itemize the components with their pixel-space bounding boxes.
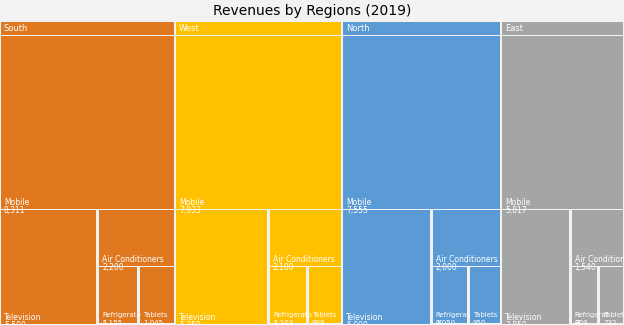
Text: Television: Television xyxy=(505,313,543,322)
Text: Television: Television xyxy=(4,313,41,322)
Text: South: South xyxy=(4,24,28,33)
Text: 2,200: 2,200 xyxy=(102,263,124,272)
Bar xyxy=(270,267,306,323)
Bar xyxy=(502,210,568,324)
Text: 5,500: 5,500 xyxy=(4,321,26,325)
Bar xyxy=(502,36,623,209)
Text: Tablets: Tablets xyxy=(603,312,624,318)
Text: North: North xyxy=(346,24,370,33)
Text: 5,000: 5,000 xyxy=(346,321,368,325)
Bar xyxy=(600,267,623,323)
Text: Tablets: Tablets xyxy=(473,312,497,318)
Text: 1,540: 1,540 xyxy=(575,263,597,272)
Text: 3,850: 3,850 xyxy=(505,321,527,325)
Text: Tablets: Tablets xyxy=(312,312,336,318)
Bar xyxy=(99,210,174,266)
Bar xyxy=(1,22,174,35)
Bar xyxy=(432,210,500,266)
Text: Television: Television xyxy=(179,313,217,322)
Text: 2,000: 2,000 xyxy=(436,263,457,272)
Bar xyxy=(343,36,500,209)
Text: Refrigerat
or: Refrigerat or xyxy=(575,312,609,325)
Text: Television: Television xyxy=(346,313,384,322)
Bar xyxy=(343,210,430,324)
Text: Mobile: Mobile xyxy=(346,198,371,207)
Bar xyxy=(309,267,341,323)
Text: Mobile: Mobile xyxy=(4,198,29,207)
Text: 7,555: 7,555 xyxy=(346,206,368,215)
Text: Refrigerato
r: Refrigerato r xyxy=(273,312,312,325)
Text: 2,100: 2,100 xyxy=(273,263,295,272)
Bar xyxy=(176,22,341,35)
Bar xyxy=(572,267,597,323)
Bar xyxy=(572,210,623,266)
Text: 5,250: 5,250 xyxy=(179,321,201,325)
Text: Air Conditioners: Air Conditioners xyxy=(436,255,497,264)
Bar xyxy=(1,210,96,324)
Bar xyxy=(99,267,137,323)
Text: Revenues by Regions (2019): Revenues by Regions (2019) xyxy=(213,4,411,18)
Bar xyxy=(1,36,174,209)
Text: 7,933: 7,933 xyxy=(179,206,201,215)
Text: 1,103: 1,103 xyxy=(273,320,293,325)
Text: 732: 732 xyxy=(603,320,617,325)
Text: Refrigerat
or: Refrigerat or xyxy=(436,312,470,325)
Bar xyxy=(270,210,341,266)
Text: 1,155: 1,155 xyxy=(102,320,122,325)
Text: 1,050: 1,050 xyxy=(436,320,456,325)
Bar xyxy=(176,36,341,209)
Text: Tablets: Tablets xyxy=(143,312,167,318)
Text: Mobile: Mobile xyxy=(179,198,204,207)
Bar xyxy=(432,267,467,323)
Text: 5,817: 5,817 xyxy=(505,206,527,215)
Text: 998: 998 xyxy=(312,320,325,325)
Text: Air Conditioners: Air Conditioners xyxy=(102,255,164,264)
Text: 809: 809 xyxy=(575,320,588,325)
Text: 8,311: 8,311 xyxy=(4,206,26,215)
Text: East: East xyxy=(505,24,524,33)
Bar xyxy=(470,267,500,323)
Text: 950: 950 xyxy=(473,320,486,325)
Text: Refrigerato
r: Refrigerato r xyxy=(102,312,141,325)
Text: Air Conditioners: Air Conditioners xyxy=(575,255,624,264)
Text: Air Conditioners: Air Conditioners xyxy=(273,255,334,264)
Bar xyxy=(176,210,267,324)
Text: Mobile: Mobile xyxy=(505,198,530,207)
Bar xyxy=(140,267,174,323)
Bar xyxy=(502,22,623,35)
Text: West: West xyxy=(179,24,200,33)
Bar xyxy=(343,22,500,35)
Text: 1,045: 1,045 xyxy=(143,320,163,325)
